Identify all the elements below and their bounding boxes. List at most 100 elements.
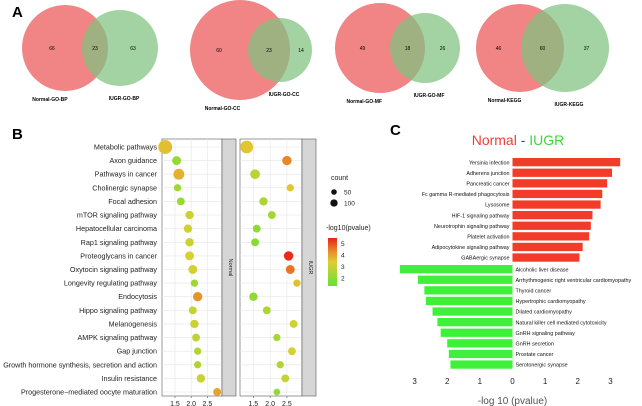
x-tick-label: 3 [608,377,613,386]
x-axis-label: -log 10 (pvalue) [478,396,547,406]
venn-right-circle [521,4,609,92]
bar-label: Natural killer cell mediated cytotoxicit… [516,320,607,326]
data-point [293,279,301,287]
category-label: Longevity regulating pathway [64,279,158,288]
venn-right-circle [248,18,312,82]
category-label: Progesterone−mediated oocyte maturation [21,388,157,397]
data-point [240,140,254,154]
venn-left-count: 49 [360,46,366,52]
data-point [176,197,185,206]
chart-title: Normal - IUGR [472,132,565,148]
bar-chart: Normal - IUGR Yersinia infection Adherens … [399,132,631,406]
data-point [190,319,199,329]
data-point [194,347,202,355]
category-label: Focal adhesion [108,197,157,206]
data-point [251,238,260,247]
venn-left-count: 66 [49,46,55,52]
data-point [283,251,294,261]
data-point [273,388,281,396]
x-tick-label: 2.5 [203,401,213,406]
data-point [289,319,298,328]
bar [417,275,513,284]
category-label: mTOR signaling pathway [77,211,158,220]
category-label: Cholinergic synapse [92,183,157,192]
x-tick-label: 2 [576,377,581,386]
category-label: Growth hormone synthesis, secretion and … [3,360,157,369]
venn-left-label: Normal-KEGG [488,98,522,104]
legend-color-tick: 3 [341,264,345,271]
bar [512,200,601,209]
title-iugr: IUGR [529,132,564,148]
legend-count-dot [330,199,338,207]
venn-right-label: IUGR-GO-CC [269,92,300,98]
bar-label: Prostate cancer [516,352,554,358]
category-label: Gap junction [117,347,157,356]
bar [440,328,513,337]
bar-label: Platelet activation [467,235,509,241]
data-point [158,140,173,154]
bar [512,253,580,262]
venn-right-label: IUGR-GO-MF [414,93,445,99]
venn-left-label: Normal-GO-BP [32,97,68,103]
data-point [183,224,193,233]
data-point [188,265,198,274]
venn-2: 60 23 14 Normal-GO-CC IUGR-GO-CC [190,0,312,112]
category-label: Axon guidance [109,156,157,165]
title-normal: Normal [472,132,517,148]
x-tick-label: 2.0 [265,401,275,406]
data-point [194,361,202,369]
data-point [281,374,290,383]
category-label: Endocytosis [118,292,157,301]
data-point [276,361,284,369]
bar-label: Neurotrophin signaling pathway [434,224,510,230]
venn-overlap-count: 23 [92,46,98,52]
legend-count-dot [331,189,337,195]
facet-iugr: 1.5 2.0 2.5 IUGR [239,138,317,406]
legend-color-bar [328,238,337,286]
data-point [259,197,268,206]
data-point [267,211,276,220]
bar [512,242,583,252]
venn-right-label: IUGR-KEGG [555,102,584,108]
bar-label: GnRH signaling pathway [516,331,576,337]
venn-right-circle [82,10,158,86]
data-point [250,169,260,180]
bar-label: HIF-1 signaling pathway [452,213,510,219]
bar [399,265,513,274]
x-tick-label: 2 [445,377,450,386]
bar-label: Adipocytokine signaling pathway [432,245,510,251]
bar-label: Pancreatic cancer [466,182,509,188]
data-point [286,184,294,192]
bar [450,360,513,369]
category-label: Rap1 signaling pathway [81,238,158,247]
x-tick-label: 1 [543,377,548,386]
venn-right-count: 37 [584,46,590,52]
category-label: Melanogenesis [109,319,158,328]
bar [512,179,608,188]
facet-normal: 1.5 2.0 2.5 Normal [158,138,237,406]
data-point [213,388,222,396]
venn-right-label: IUGR-GO-BP [109,96,140,102]
bar-label: Fc gamma R-mediated phagocytosis [422,192,510,198]
bar [426,296,513,306]
bar-label: Dilated cardiomyopathy [516,310,573,316]
bar-label: GnRH secretion [516,342,554,348]
facet-strip-label: Normal [227,259,233,277]
category-label: Hippo signaling pathway [79,306,157,315]
venn-right-circle [390,13,460,83]
bar [437,318,513,327]
bar [432,307,513,316]
bar [512,211,593,220]
bar [447,339,513,348]
data-point [185,238,194,247]
facet-strip-label: IUGR [307,261,313,275]
venn-overlap-count: 23 [266,48,272,54]
title-separator: - [517,132,529,148]
data-point [172,156,182,166]
bar-label: Hypertrophic cardiomyopathy [516,299,586,305]
data-point [285,265,295,274]
legend-color-tick: 5 [341,241,345,248]
venn-left-count: 46 [496,46,502,52]
panel-label-b: B [12,126,23,143]
category-label: Insulin resistance [101,374,157,383]
